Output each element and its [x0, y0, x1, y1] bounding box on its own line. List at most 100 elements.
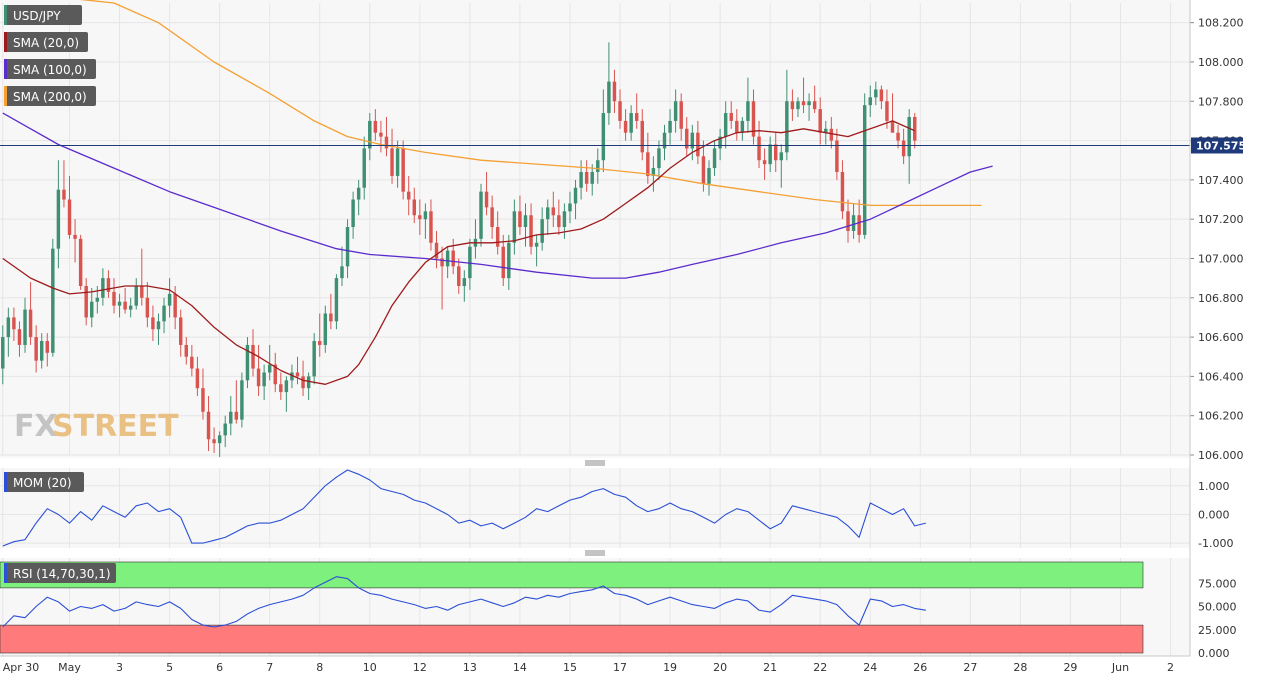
x-tick-label: 12: [413, 661, 427, 674]
candle-body-bear: [790, 101, 795, 110]
candle-body-bear: [173, 293, 177, 318]
legend-symbol[interactable]: USD/JPY: [4, 5, 82, 25]
candle-body-bull: [362, 148, 366, 188]
candle-body-bear: [412, 199, 416, 216]
price-badge: 107.575: [1191, 137, 1246, 154]
candle-body-bear: [379, 132, 383, 137]
x-tick-label: 29: [1063, 661, 1077, 674]
x-tick-label: 14: [513, 661, 527, 674]
candle-body-bull: [573, 187, 578, 204]
candle-body-bull: [601, 113, 606, 161]
panel-splitter-1[interactable]: [585, 460, 605, 466]
x-tick-label: 7: [266, 661, 273, 674]
candle-body-bear: [62, 189, 66, 200]
candle-body-bull: [534, 242, 539, 247]
candle-body-bear: [457, 266, 461, 286]
candle-body-bear: [28, 309, 33, 338]
x-tick-label: 21: [763, 661, 777, 674]
price-y-tick-label: 106.800: [1198, 292, 1244, 305]
candle-body-bull: [673, 101, 678, 121]
candle-body-bull: [56, 189, 61, 249]
candle-body-bear: [295, 372, 300, 377]
legend-rsi-text: RSI (14,70,30,1): [13, 567, 111, 581]
legend-mom[interactable]: MOM (20): [4, 472, 84, 492]
candle-body-bear: [212, 439, 216, 444]
candle-body-bull: [651, 168, 656, 176]
candle-body-bull: [117, 301, 122, 306]
candle-body-bear: [879, 89, 884, 102]
mom-y-tick-label: 1.000: [1198, 480, 1230, 493]
price-y-tick-label: 107.800: [1198, 95, 1244, 108]
legend-sma100[interactable]: SMA (100,0): [4, 59, 96, 79]
candle-body-bear: [123, 301, 127, 310]
x-tick-label: 20: [713, 661, 727, 674]
candle-body-bull: [262, 372, 266, 387]
candle-body-bull: [851, 215, 856, 231]
candle-body-bull: [162, 305, 166, 322]
candle-body-bear: [901, 140, 906, 157]
candle-body-bull: [217, 435, 222, 444]
candle-body-bear: [406, 191, 411, 200]
x-tick-label: 24: [863, 661, 877, 674]
candles-layer: [1, 42, 917, 457]
candle-body-bear: [318, 341, 322, 345]
candle-body-bull: [668, 120, 672, 133]
candle-body-bull: [1, 337, 5, 369]
candle-body-bear: [646, 152, 650, 176]
candle-body-bear: [818, 109, 822, 133]
candle-body-bull: [223, 423, 227, 436]
candle-body-bear: [451, 250, 455, 267]
candle-body-bear: [151, 317, 155, 330]
candle-body-bull: [523, 215, 528, 228]
candle-body-bull: [629, 113, 633, 133]
x-tick-label: 19: [663, 661, 677, 674]
x-tick-label: Apr 30: [3, 661, 40, 674]
candle-body-bull: [512, 211, 517, 243]
candle-body-bear: [434, 242, 439, 259]
logo-fx: FX: [14, 409, 58, 444]
candle-body-bull: [768, 144, 772, 165]
panel-splitter-2[interactable]: [585, 550, 605, 556]
candle-body-bear: [751, 101, 756, 137]
legend-sma200-text: SMA (200,0): [13, 90, 87, 104]
candle-body-bull: [306, 376, 311, 389]
candle-body-bear: [112, 291, 116, 306]
candle-body-bull: [39, 341, 44, 361]
price-panel-bg: [0, 0, 1190, 458]
legend-sma200[interactable]: SMA (200,0): [4, 86, 96, 106]
candle-body-bull: [356, 187, 361, 200]
rsi-y-tick-label: 75.000: [1198, 577, 1237, 590]
candle-body-bull: [229, 411, 233, 424]
price-y-tick-label: 107.200: [1198, 213, 1244, 226]
candle-body-bull: [128, 305, 133, 310]
candle-body-bull: [351, 199, 355, 228]
candle-body-bear: [774, 144, 778, 161]
x-tick-label: 15: [563, 661, 577, 674]
price-y-tick-label: 107.400: [1198, 174, 1244, 187]
candle-body-bear: [195, 368, 200, 389]
candle-body-bear: [495, 227, 500, 247]
candle-body-bull: [568, 203, 572, 212]
legend-rsi[interactable]: RSI (14,70,30,1): [4, 563, 116, 583]
candle-body-bull: [785, 101, 789, 153]
candle-body-bear: [890, 120, 895, 133]
candle-body-bull: [51, 248, 55, 353]
candle-body-bear: [584, 172, 589, 184]
candle-body-bull: [562, 211, 567, 228]
x-tick-label: 27: [963, 661, 977, 674]
candle-body-bear: [184, 344, 189, 357]
rsi-y-tick-label: 50.000: [1198, 601, 1237, 614]
candle-body-bull: [718, 136, 722, 149]
candle-body-bear: [140, 285, 144, 298]
candle-body-bull: [796, 101, 800, 110]
price-y-tick-label: 106.200: [1198, 410, 1244, 423]
candle-body-bear: [612, 81, 617, 102]
candle-body-bull: [868, 97, 872, 106]
legend-sma20[interactable]: SMA (20,0): [4, 32, 88, 52]
candle-body-bear: [757, 136, 761, 161]
candle-body-bear: [279, 384, 283, 393]
legend-sma100-text: SMA (100,0): [13, 63, 87, 77]
candle-body-bull: [240, 380, 244, 420]
candle-body-bull: [101, 278, 105, 298]
x-tick-label: May: [58, 661, 81, 674]
